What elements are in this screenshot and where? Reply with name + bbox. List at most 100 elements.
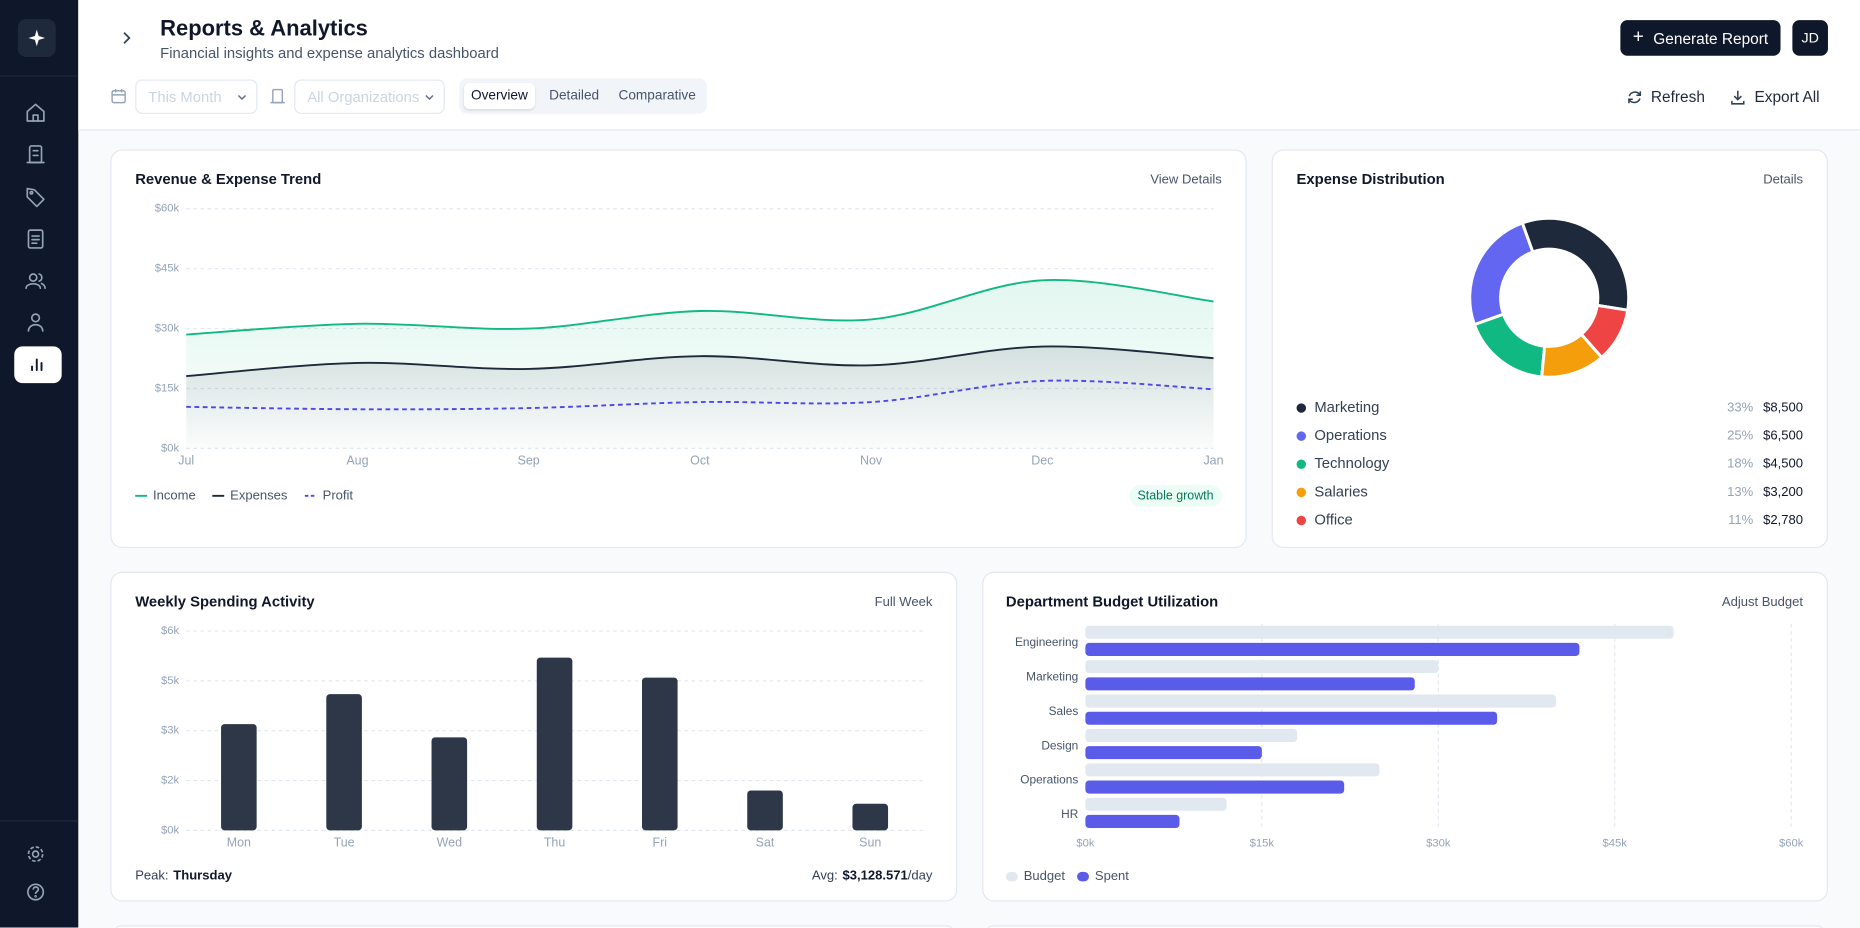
select-value: All Organizations xyxy=(307,88,420,105)
peak-note: Peak: Thursday xyxy=(135,868,232,883)
y-tick-label: $60k xyxy=(155,203,180,215)
legend-swatch xyxy=(1077,871,1089,882)
y-tick-label: $30k xyxy=(155,323,180,335)
average-label: Avg: xyxy=(812,868,838,883)
y-tick-label: $6k xyxy=(161,625,180,637)
header: Reports & Analytics Financial insights a… xyxy=(78,0,1860,131)
x-tick-label: Jan xyxy=(1203,454,1223,468)
y-tick-label: $2k xyxy=(161,775,180,787)
x-tick-label: Mon xyxy=(227,836,251,850)
badge xyxy=(1129,485,1222,507)
tab-active[interactable]: Overview xyxy=(463,83,535,110)
legend-label: Technology xyxy=(1314,456,1390,472)
legend-swatch xyxy=(1296,515,1307,526)
bar xyxy=(1085,660,1439,674)
legend-label: Spent xyxy=(1095,868,1129,883)
y-tick-label: $0k xyxy=(161,824,180,836)
bar xyxy=(1085,797,1227,811)
x-tick-label: Wed xyxy=(437,836,462,850)
legend-swatch xyxy=(1296,431,1307,441)
nav-settings[interactable] xyxy=(27,846,44,863)
card-title: Revenue & Expense Trend xyxy=(135,172,321,188)
card-action[interactable]: Full Week xyxy=(875,594,933,609)
nav-reports-active[interactable] xyxy=(14,346,62,384)
legend-label: Marketing xyxy=(1314,400,1379,416)
legend-label: Profit xyxy=(323,487,354,502)
legend-swatch xyxy=(1005,871,1018,882)
bar xyxy=(1085,728,1298,742)
average-note: Avg: $3,128.571/day xyxy=(812,868,933,883)
card-title: Department Budget Utilization xyxy=(1006,595,1218,611)
average-unit: /day xyxy=(908,868,933,883)
nav-tags[interactable] xyxy=(26,187,45,208)
amount-label: $8,500 xyxy=(1763,399,1803,414)
bar xyxy=(1085,814,1180,828)
amount-label: $6,500 xyxy=(1763,428,1803,443)
bar xyxy=(852,803,889,831)
organization-select[interactable]: All Organizations xyxy=(294,79,445,114)
nav-organizations[interactable] xyxy=(26,145,45,164)
bar xyxy=(1085,746,1262,760)
y-tick-label: HR xyxy=(1061,807,1079,821)
bar xyxy=(536,657,573,831)
series-line xyxy=(186,279,1214,336)
bar xyxy=(1085,625,1674,639)
y-tick-label: $5k xyxy=(161,675,180,687)
peak-value: Thursday xyxy=(173,868,232,883)
refresh-button[interactable]: Refresh xyxy=(1620,79,1710,113)
pie-slice xyxy=(1472,312,1547,379)
x-tick-label: Oct xyxy=(690,454,710,468)
pie-slice xyxy=(1579,303,1630,360)
card-title: Expense Distribution xyxy=(1297,172,1445,188)
card-action[interactable]: Adjust Budget xyxy=(1722,594,1804,609)
percent-label: 33% xyxy=(1727,399,1753,414)
tab[interactable]: Comparative xyxy=(618,88,696,104)
button-label: Export All xyxy=(1754,87,1820,106)
y-tick-label: Engineering xyxy=(1015,635,1078,649)
series-line xyxy=(186,379,1214,411)
x-tick-label: Sun xyxy=(859,836,881,850)
sidebar-icons xyxy=(0,18,79,901)
bar xyxy=(1085,642,1580,656)
peak-label: Peak: xyxy=(135,868,168,883)
badge-label: Stable growth xyxy=(1138,489,1214,503)
bar xyxy=(1085,711,1498,725)
nav-documents[interactable] xyxy=(27,229,44,249)
bar xyxy=(431,737,468,831)
y-tick-label: $45k xyxy=(155,263,180,275)
tab[interactable]: Detailed xyxy=(549,88,600,104)
nav-profile[interactable] xyxy=(27,313,44,332)
amount-label: $3,200 xyxy=(1763,484,1803,499)
legend-label: Budget xyxy=(1024,868,1066,883)
avatar[interactable]: JD xyxy=(1792,20,1828,56)
legend-swatch xyxy=(1296,459,1307,470)
legend-label: Operations xyxy=(1314,428,1386,444)
pie-slice xyxy=(1468,221,1535,327)
percent-label: 25% xyxy=(1727,428,1753,443)
bar xyxy=(1085,694,1556,708)
amount-label: $2,780 xyxy=(1763,512,1803,527)
bar xyxy=(1085,763,1380,777)
card-action[interactable]: Details xyxy=(1763,172,1803,187)
collapse-toggle[interactable] xyxy=(119,30,136,47)
nav-team[interactable] xyxy=(25,273,46,290)
x-tick-label: Fri xyxy=(653,836,668,850)
y-tick-label: $0k xyxy=(161,442,180,454)
generate-report-button[interactable]: + Generate Report xyxy=(1620,20,1781,56)
bar xyxy=(641,677,678,831)
organization-icon xyxy=(270,88,285,104)
percent-label: 18% xyxy=(1727,456,1753,471)
percent-label: 13% xyxy=(1727,484,1753,499)
y-tick-label: Sales xyxy=(1049,704,1079,718)
nav-home[interactable] xyxy=(26,103,45,122)
card-action[interactable]: View Details xyxy=(1150,172,1222,187)
period-select[interactable]: This Month xyxy=(135,79,258,114)
x-tick-label: Sat xyxy=(756,836,775,850)
calendar-icon xyxy=(111,88,126,104)
y-tick-label: $3k xyxy=(161,725,180,737)
x-tick-label: Thu xyxy=(544,836,566,850)
export-button[interactable]: Export All xyxy=(1727,79,1822,113)
average-value: $3,128.571 xyxy=(842,868,907,883)
nav-help[interactable] xyxy=(27,883,45,901)
